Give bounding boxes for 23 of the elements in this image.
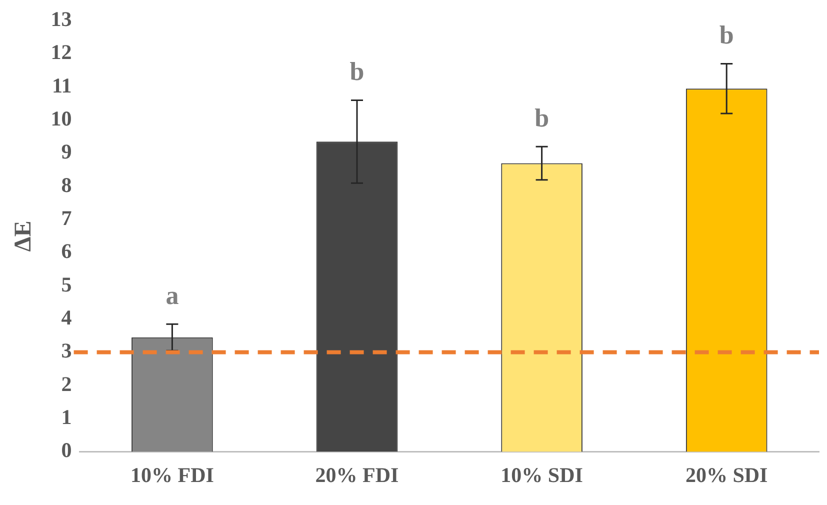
y-tick-label: 12 bbox=[50, 40, 72, 64]
y-tick-label: 7 bbox=[61, 206, 72, 230]
y-tick-label: 9 bbox=[61, 140, 72, 164]
y-tick-label: 11 bbox=[52, 73, 72, 98]
annotation: b bbox=[534, 103, 550, 132]
y-tick-label: 0 bbox=[61, 438, 72, 462]
y-tick-label: 1 bbox=[61, 405, 72, 430]
y-axis-title: ΔE bbox=[10, 220, 37, 252]
y-tick-label: 3 bbox=[61, 338, 72, 363]
y-tick-label: 10 bbox=[50, 106, 72, 131]
x-tick-label: 20% SDI bbox=[685, 462, 768, 487]
y-tick-label: 2 bbox=[61, 372, 72, 396]
y-tick-label: 13 bbox=[50, 7, 72, 32]
annotation: b bbox=[350, 56, 364, 86]
y-tick-label: 4 bbox=[61, 306, 72, 330]
annotation: b bbox=[719, 20, 734, 50]
y-tick-label: 6 bbox=[61, 239, 72, 264]
y-tick-label: 8 bbox=[61, 172, 72, 197]
y-tick-label: 5 bbox=[61, 272, 72, 296]
annotation: a bbox=[166, 280, 179, 310]
x-tick-label: 20% FDI bbox=[315, 462, 399, 487]
x-tick-label: 10% FDI bbox=[130, 462, 214, 487]
x-tick-label: 10% SDI bbox=[500, 462, 583, 487]
